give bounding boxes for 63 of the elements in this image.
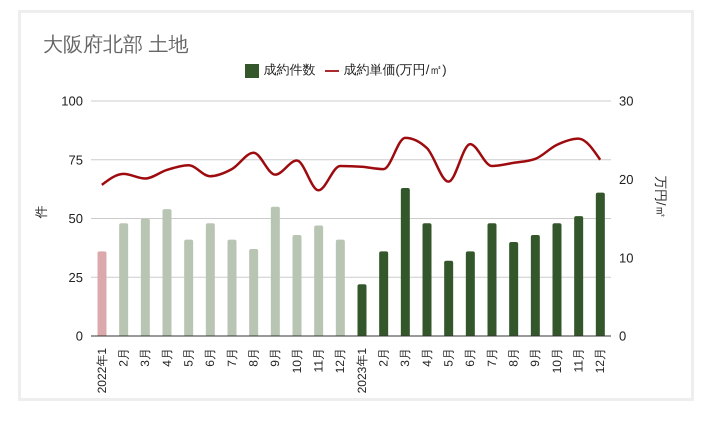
y-tick-label: 75 xyxy=(68,152,83,168)
x-tick-label: 12月 xyxy=(333,348,348,374)
x-tick-label: 8月 xyxy=(506,348,520,367)
x-tick-label: 3月 xyxy=(138,348,152,367)
bar xyxy=(379,251,388,336)
y-tick-label: 25 xyxy=(68,270,83,285)
x-tick-label: 5月 xyxy=(442,348,456,367)
x-tick-label: 6月 xyxy=(463,348,478,367)
bar xyxy=(184,240,194,336)
x-tick-label: 9月 xyxy=(268,348,282,367)
y2-tick-label: 30 xyxy=(619,94,634,109)
x-tick-label: 4月 xyxy=(420,348,434,367)
y-tick-label: 100 xyxy=(61,94,83,109)
bar xyxy=(140,218,150,336)
x-tick-label: 10月 xyxy=(550,348,564,374)
y-axis-title: 件 xyxy=(34,206,49,218)
bar xyxy=(314,226,324,336)
x-tick-label: 11月 xyxy=(312,348,326,372)
x-tick-label: 9月 xyxy=(528,348,542,367)
bar xyxy=(596,192,605,336)
bar xyxy=(466,251,475,336)
bar xyxy=(400,188,410,336)
x-tick-label: 11月 xyxy=(572,348,586,372)
bar xyxy=(574,216,584,336)
x-tick-label: 12月 xyxy=(593,348,608,374)
bar xyxy=(444,260,454,336)
x-tick-label: 2023年1 xyxy=(354,348,369,394)
chart-title: 大阪府北部 土地 xyxy=(42,33,190,58)
y-tick-label: 50 xyxy=(68,211,83,226)
y2-axis-title: 万円/㎡ xyxy=(653,176,668,218)
y2-tick-label: 0 xyxy=(619,328,626,344)
y-tick-label: 0 xyxy=(76,328,83,344)
bar xyxy=(292,234,302,336)
x-tick-label: 4月 xyxy=(160,348,174,367)
line-series xyxy=(100,136,602,192)
legend-label: 成約単価(万円/㎡) xyxy=(343,62,447,77)
legend-label: 成約件数 xyxy=(263,62,316,77)
bar xyxy=(206,223,215,336)
x-tick-label: 10月 xyxy=(290,348,304,374)
bar xyxy=(336,240,345,336)
bar xyxy=(270,206,280,336)
bar xyxy=(488,223,496,336)
x-tick-label: 3月 xyxy=(398,348,412,367)
bar xyxy=(530,234,540,336)
bar xyxy=(422,223,432,336)
x-tick-label: 5月 xyxy=(182,348,196,367)
x-tick-label: 8月 xyxy=(246,348,260,367)
bar xyxy=(119,223,128,336)
bar xyxy=(162,209,172,336)
x-tick-label: 2月 xyxy=(376,348,390,367)
bar xyxy=(98,251,106,336)
x-tick-label: 2月 xyxy=(116,348,130,367)
bar xyxy=(249,249,258,336)
bar xyxy=(358,284,366,336)
bar xyxy=(552,223,562,336)
bar xyxy=(228,240,236,336)
x-tick-label: 7月 xyxy=(484,348,499,367)
y2-tick-label: 20 xyxy=(619,172,634,187)
bar xyxy=(509,242,518,336)
y2-tick-label: 10 xyxy=(619,250,634,266)
x-tick-label: 6月 xyxy=(203,348,218,367)
x-tick-label: 2022年1 xyxy=(94,348,109,394)
x-tick-label: 7月 xyxy=(224,348,239,367)
